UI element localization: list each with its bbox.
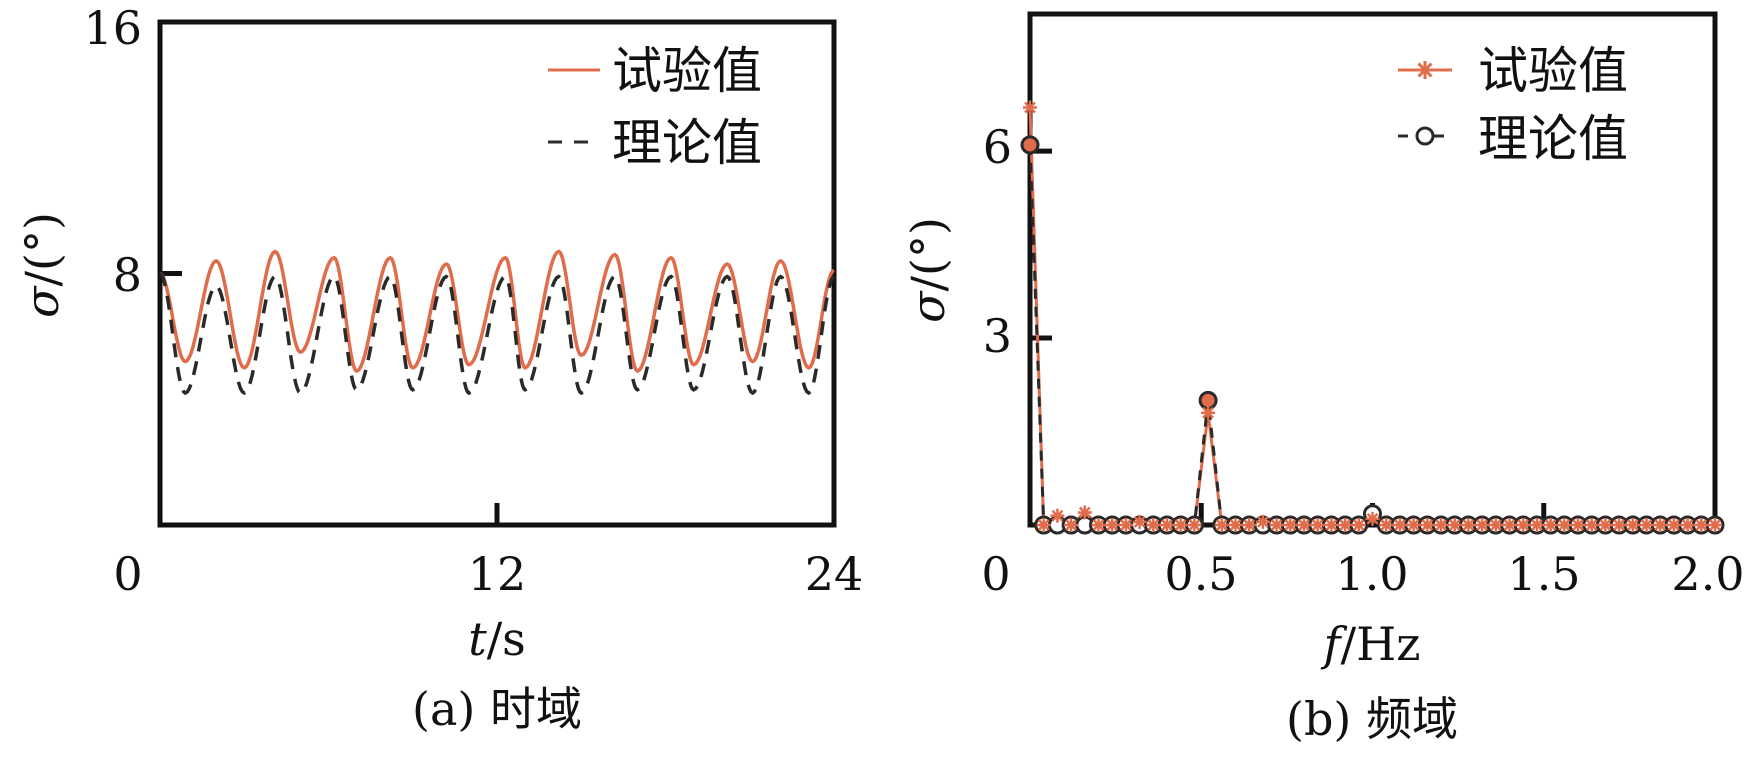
legend-label-experimental-a: 试验值 — [612, 42, 762, 100]
point-experimental-b — [1324, 518, 1339, 532]
point-experimental-b — [1297, 518, 1311, 532]
y-tick-label-b-6: 6 — [983, 120, 1012, 174]
point-experimental-b — [1666, 518, 1681, 532]
point-experimental-b — [1255, 514, 1270, 529]
point-experimental-b — [1091, 518, 1106, 532]
point-experimental-b — [1064, 518, 1079, 532]
point-experimental-b — [1023, 100, 1037, 115]
point-experimental-b — [1598, 518, 1613, 532]
x-axis-label-a: t/s — [468, 612, 526, 666]
legend-label-theoretical-b: 理论值 — [1478, 110, 1628, 168]
point-experimental-b — [1242, 518, 1257, 532]
point-experimental-b — [1653, 518, 1668, 532]
x-tick-label-b-0: 0 — [981, 547, 1010, 601]
legend-label-theoretical-a: 理论值 — [612, 114, 762, 172]
y-axis-label-a: σ/(°) — [15, 212, 69, 318]
point-experimental-b — [1160, 518, 1174, 532]
x-tick-label-b-0.5: 0.5 — [1164, 547, 1237, 601]
point-experimental-b — [1694, 518, 1709, 532]
point-experimental-b — [1118, 518, 1133, 532]
point-experimental-b — [1105, 518, 1120, 532]
point-experimental-b — [1173, 518, 1188, 532]
caption-a: (a) 时域 — [412, 682, 582, 736]
x-tick-label-a-24: 24 — [805, 547, 864, 601]
x-tick-label-a-0: 0 — [113, 547, 142, 601]
point-experimental-b — [1187, 518, 1202, 532]
point-experimental-b — [1406, 518, 1421, 532]
point-theoretical-b — [1020, 135, 1040, 155]
point-experimental-b — [1680, 518, 1695, 532]
frequency-domain-panel: 试验值 理论值 3 6 0 0.5 1.0 1.5 2.0 f/Hz σ/(°)… — [901, 11, 1745, 746]
point-experimental-b — [1461, 518, 1476, 532]
point-experimental-b — [1625, 518, 1640, 532]
legend-label-experimental-b: 试验值 — [1478, 42, 1628, 100]
legend-b: 试验值 理论值 — [1398, 42, 1628, 168]
point-experimental-b — [1584, 518, 1599, 532]
point-experimental-b — [1146, 518, 1161, 532]
point-experimental-b — [1214, 518, 1229, 532]
point-experimental-b — [1612, 518, 1627, 532]
x-tick-label-a-12: 12 — [468, 547, 527, 601]
legend-marker-theoretical-b — [1415, 126, 1435, 146]
point-experimental-b — [1310, 518, 1325, 532]
point-experimental-b — [1475, 518, 1490, 532]
point-experimental-b — [1379, 518, 1394, 532]
tick-marks-b — [1030, 148, 1547, 525]
x-tick-label-b-2.0: 2.0 — [1671, 547, 1744, 601]
series-line-theoretical-b — [1028, 144, 1715, 527]
y-tick-label-b-3: 3 — [983, 309, 1012, 363]
point-experimental-b — [1502, 518, 1517, 532]
point-experimental-b — [1447, 518, 1462, 532]
series-line-experimental-a — [159, 249, 835, 374]
x-tick-label-b-1.5: 1.5 — [1507, 547, 1580, 601]
legend-a: 试验值 理论值 — [548, 42, 762, 172]
series-line-theoretical-a — [159, 272, 836, 396]
series-group-a — [159, 249, 836, 396]
point-experimental-b — [1077, 505, 1092, 520]
point-experimental-b — [1050, 508, 1065, 523]
point-experimental-b — [1516, 518, 1531, 532]
point-experimental-b — [1228, 518, 1243, 532]
y-tick-label-a-16: 16 — [83, 1, 142, 55]
point-experimental-b — [1434, 518, 1448, 532]
point-experimental-b — [1529, 518, 1544, 532]
point-experimental-b — [1543, 518, 1558, 532]
point-experimental-b — [1283, 518, 1298, 532]
point-experimental-b — [1338, 518, 1353, 532]
point-experimental-b — [1365, 511, 1380, 526]
point-experimental-b — [1571, 518, 1585, 532]
tick-marks-a — [160, 271, 500, 525]
point-experimental-b — [1392, 518, 1407, 532]
point-experimental-b — [1488, 518, 1503, 532]
legend-marker-experimental-b — [1416, 61, 1434, 79]
point-experimental-b — [1639, 518, 1654, 532]
point-experimental-b — [1557, 518, 1572, 532]
series-group-b — [1020, 100, 1725, 535]
time-domain-panel: 试验值 理论值 8 16 0 12 24 t/s σ/(°) (a) 时域 — [15, 1, 863, 736]
caption-b: (b) 频域 — [1286, 692, 1458, 746]
y-tick-label-a-8: 8 — [113, 248, 142, 302]
x-tick-label-b-1.0: 1.0 — [1335, 547, 1408, 601]
y-axis-label-b: σ/(°) — [901, 217, 955, 323]
point-experimental-b — [1708, 518, 1722, 532]
point-experimental-b — [1269, 518, 1284, 532]
x-axis-label-b: f/Hz — [1321, 617, 1421, 671]
point-experimental-b — [1036, 518, 1051, 532]
point-experimental-b — [1201, 405, 1216, 420]
series-line-experimental-b — [1028, 107, 1715, 528]
point-experimental-b — [1351, 518, 1366, 532]
point-experimental-b — [1132, 514, 1147, 529]
point-experimental-b — [1420, 518, 1435, 532]
